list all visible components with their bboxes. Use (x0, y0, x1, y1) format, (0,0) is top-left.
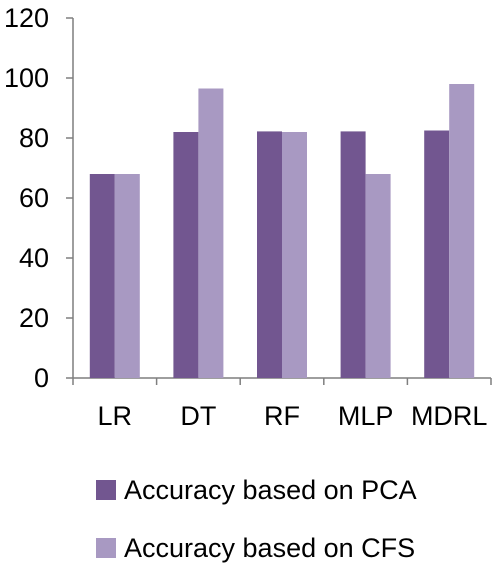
y-tick-label: 120 (4, 3, 49, 33)
bar (257, 131, 282, 378)
bar (89, 174, 115, 378)
x-tick-label: MDRL (411, 401, 488, 431)
x-tick-label: DT (180, 401, 216, 431)
legend-swatch-pca (96, 480, 116, 500)
y-tick-label: 100 (4, 63, 49, 93)
y-tick-label: 40 (19, 243, 49, 273)
y-tick-label: 20 (19, 303, 49, 333)
bar (449, 84, 475, 378)
legend-item-pca: Accuracy based on PCA (96, 466, 417, 514)
legend-swatch-cfs (96, 538, 116, 558)
y-tick-label: 80 (19, 123, 49, 153)
legend-item-cfs: Accuracy based on CFS (96, 524, 417, 572)
bar (173, 132, 199, 378)
legend-label-cfs: Accuracy based on CFS (124, 532, 416, 563)
bar (114, 174, 140, 378)
y-tick-label: 0 (34, 363, 49, 393)
bar (340, 131, 366, 378)
bar (198, 88, 224, 378)
legend-label-pca: Accuracy based on PCA (124, 474, 417, 505)
x-tick-label: LR (98, 401, 133, 431)
x-tick-label: RF (264, 401, 300, 431)
bar (282, 132, 307, 378)
x-tick-label: MLP (338, 401, 394, 431)
bar-chart: 0 20 40 60 80 100 120 LR DT RF MLP MDRL (4, 3, 492, 431)
bar (365, 174, 391, 378)
bar (424, 130, 450, 378)
legend: Accuracy based on PCA Accuracy based on … (96, 466, 417, 582)
y-tick-label: 60 (19, 183, 49, 213)
